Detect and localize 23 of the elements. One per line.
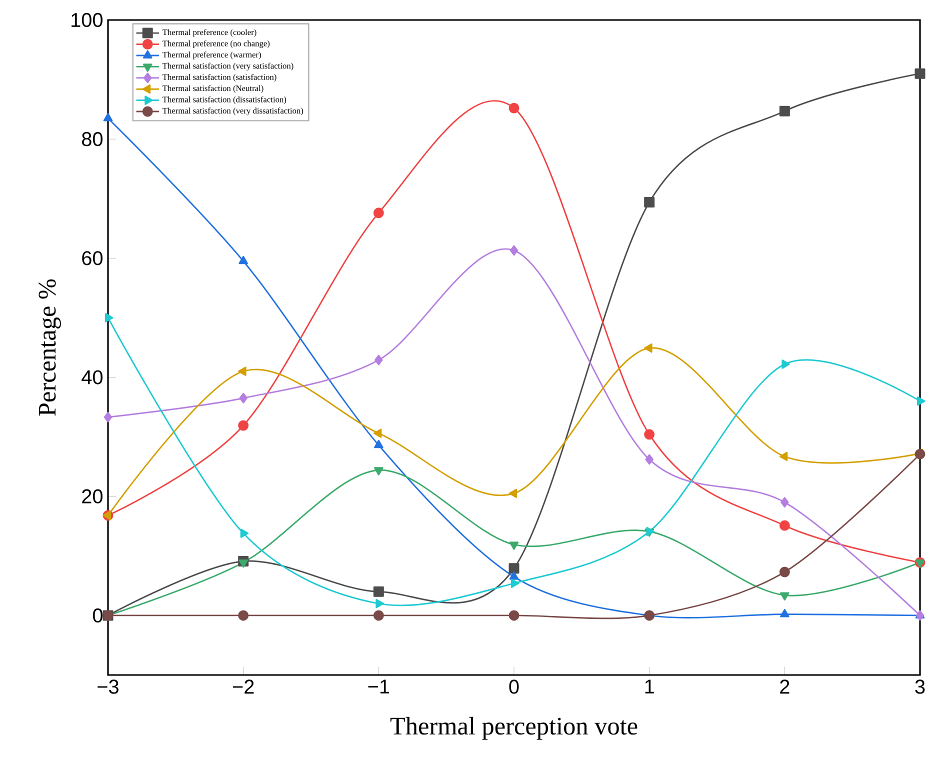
- legend-label: Thermal satisfaction (very satisfaction): [162, 62, 294, 70]
- legend-label: Thermal satisfaction (very dissatisfaction): [162, 108, 304, 116]
- x-tick-label: 2: [780, 680, 790, 694]
- y-axis-title: Percentage %: [38, 279, 61, 416]
- y-tick-label: 0: [92, 608, 103, 622]
- y-tick-label: 100: [72, 12, 103, 28]
- y-tick-label: 80: [82, 132, 103, 146]
- legend-label: Thermal preference (warmer): [162, 52, 261, 60]
- x-tick-label: −2: [232, 680, 254, 694]
- y-tick-label: 40: [82, 370, 103, 384]
- x-tick-label: −1: [368, 680, 390, 694]
- x-axis-title: Thermal perception vote: [390, 716, 638, 740]
- legend-label: Thermal satisfaction (satisfaction): [162, 74, 276, 82]
- legend-label: Thermal satisfaction (Neutral): [162, 85, 264, 93]
- legend-label: Thermal preference (cooler): [162, 29, 256, 37]
- y-tick-label: 20: [82, 489, 103, 504]
- x-tick-label: 0: [509, 680, 519, 694]
- x-tick-label: −3: [98, 680, 118, 694]
- legend-label: Thermal preference (no change): [162, 40, 270, 48]
- y-tick-label: 60: [82, 251, 103, 266]
- x-tick-label: 1: [645, 680, 654, 694]
- x-tick-label: 3: [915, 680, 925, 694]
- legend-label: Thermal satisfaction (dissatisfaction): [162, 96, 286, 104]
